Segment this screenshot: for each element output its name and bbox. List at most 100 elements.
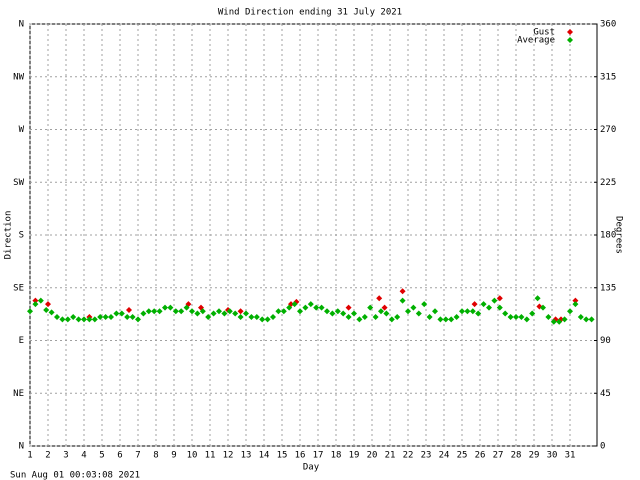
point [381,304,388,311]
x-tick-label: 16 [295,451,306,461]
x-tick-label: 14 [259,451,270,461]
point [237,314,244,321]
x-tick-label: 9 [171,451,176,461]
point [297,308,303,315]
point [32,301,39,308]
point [124,314,131,321]
point [275,308,282,315]
point [86,316,93,323]
point [583,316,590,323]
x-tick-label: 15 [277,451,288,461]
point [324,308,330,315]
x-tick-label: 23 [421,451,432,461]
x-tick-label: 26 [475,451,486,461]
point [43,307,50,314]
point [518,314,525,321]
point [453,314,460,321]
point [471,301,478,308]
point [513,314,519,321]
point [523,316,530,323]
point [259,316,266,323]
point [376,295,383,302]
y2-tick-label: 270 [600,125,616,135]
point [54,314,60,321]
y-tick-label: NW [13,72,24,82]
y2-tick-label: 45 [600,389,611,399]
point [356,316,363,323]
x-tick-label: 27 [493,451,504,461]
point [156,308,163,315]
point [415,310,422,317]
x-tick-label: 13 [241,451,252,461]
y2-axis-label: Degrees [614,216,624,254]
point [126,307,132,314]
point [243,310,249,317]
point [318,304,325,311]
point [448,316,455,323]
point [253,314,260,321]
x-tick-label: 18 [331,451,342,461]
point [210,310,217,317]
x-axis-label: Day [303,463,320,473]
point [577,314,584,321]
point [464,308,471,315]
point [313,304,320,311]
x-tick-label: 21 [385,451,396,461]
point [507,314,514,321]
point [70,314,77,321]
point [421,301,428,308]
point [486,304,492,311]
y2-tick-label: 135 [600,283,616,293]
x-tick-label: 2 [45,451,50,461]
point [567,308,573,315]
point [361,314,368,321]
point [378,308,384,315]
point [226,308,233,315]
point [45,301,51,308]
point [32,297,39,304]
x-tick-label: 10 [187,451,198,461]
x-tick-label: 19 [349,451,360,461]
point [496,304,503,311]
y-tick-label: S [19,231,24,241]
x-tick-label: 1 [27,451,32,461]
x-tick-label: 30 [547,451,558,461]
point [475,310,482,317]
point [572,301,579,308]
y-tick-label: N [19,20,24,30]
y2-tick-label: 360 [600,20,616,30]
y-tick-label: W [19,125,25,135]
point [399,288,406,295]
point [232,310,239,317]
point [556,318,563,325]
point [459,308,465,315]
x-tick-label: 4 [81,451,86,461]
x-tick-label: 22 [403,451,414,461]
point [529,310,536,317]
point [108,314,114,321]
x-tick-label: 7 [135,451,140,461]
y-tick-label: SW [13,178,24,188]
point [102,314,109,321]
x-tick-label: 31 [565,451,576,461]
y-tick-label: N [19,442,24,452]
y2-tick-label: 225 [600,178,616,188]
point [205,314,212,321]
point [199,308,206,315]
point [189,308,195,315]
point [167,304,174,311]
point [183,304,190,311]
y-tick-label: E [19,336,24,346]
point [59,316,66,323]
point [91,316,98,323]
x-tick-label: 28 [511,451,522,461]
legend-marker [567,29,573,35]
x-tick-label: 6 [117,451,122,461]
point [307,301,314,308]
point [550,318,557,325]
point [248,314,255,321]
point [561,316,568,323]
point [194,310,201,317]
x-tick-label: 20 [367,451,378,461]
point [442,316,449,323]
